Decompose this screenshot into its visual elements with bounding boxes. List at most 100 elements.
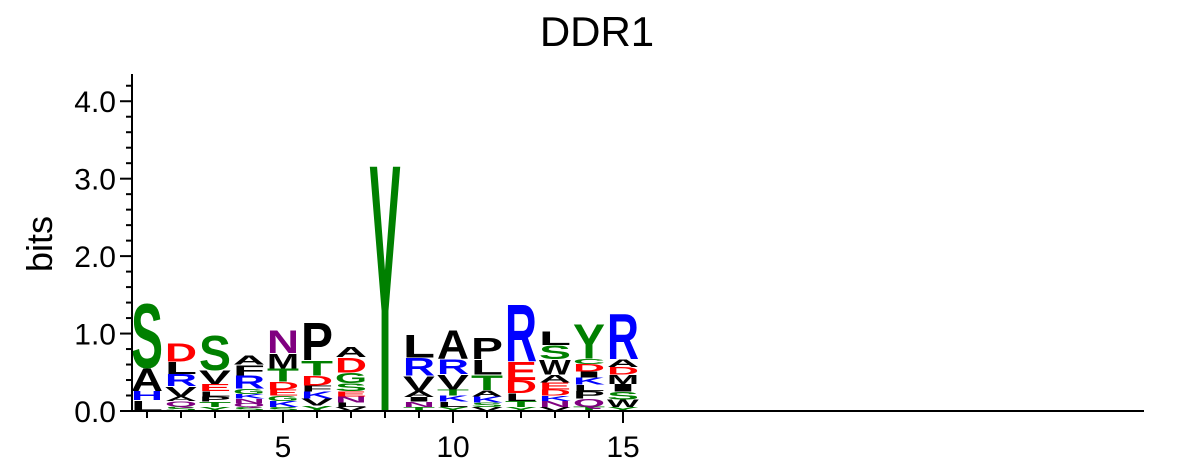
logo-letter-D: D: [267, 380, 299, 392]
logo-letter-D: D: [505, 377, 537, 397]
logo-letter-F: F: [233, 362, 265, 379]
logo-letter-A: A: [539, 373, 571, 385]
logo-letter-V: V: [403, 371, 435, 395]
logo-letter-Y: Y: [505, 406, 537, 412]
logo-letter-T: T: [573, 405, 605, 412]
logo-letter-V: V: [539, 406, 571, 412]
x-tick-label: 15: [606, 431, 639, 464]
x-tick-label: 5: [275, 431, 292, 464]
logo-letter-T: T: [199, 400, 231, 408]
logo-letter-K: K: [573, 376, 605, 387]
logo-letter-N: N: [403, 400, 435, 409]
logo-letter-P: P: [471, 333, 503, 366]
logo-letter-A: A: [131, 363, 163, 399]
logo-letter-Y: Y: [607, 406, 639, 412]
logo-letter-S: S: [199, 326, 231, 381]
chart-title: DDR1: [540, 8, 654, 55]
logo-letter-V: V: [301, 397, 333, 408]
logo-letter-A: A: [607, 357, 639, 369]
logo-letter-L: L: [437, 400, 469, 408]
y-tick-label: 1.0: [74, 319, 116, 352]
logo-letter-M: M: [267, 349, 299, 373]
logo-letter-R: R: [505, 287, 537, 379]
logo-letter-P: P: [301, 311, 333, 371]
logo-letter-I: I: [573, 370, 605, 380]
logo-letter-M: M: [607, 373, 639, 387]
logo-letter-D: D: [607, 365, 639, 377]
logo-letter-K: K: [233, 393, 265, 400]
logo-letter-D: D: [573, 362, 605, 374]
logo-letter-S: S: [131, 286, 163, 387]
logo-letter-W: W: [539, 355, 571, 379]
logo-letter-L: L: [471, 356, 503, 380]
logo-letter-R: R: [403, 353, 435, 381]
logo-letter-N: N: [267, 325, 299, 361]
logo-letter-S: S: [471, 401, 503, 408]
logo-letter-T: T: [403, 406, 435, 412]
logo-letter-A: A: [437, 322, 469, 368]
logo-letter-D: D: [301, 373, 333, 389]
logo-letter-S: S: [267, 406, 299, 412]
logo-letter-L: L: [539, 328, 571, 350]
logo-letter-A: A: [335, 344, 367, 361]
logo-letter-Q: Q: [573, 397, 605, 409]
logo-letter-Q: Q: [233, 402, 265, 408]
logo-letter-N: N: [233, 397, 265, 404]
logo-letter-D: D: [539, 388, 571, 398]
logo-letter-T: T: [505, 399, 537, 409]
logo-letter-P: P: [199, 395, 231, 403]
axes: 0.0 1.0 2.0 3.0 4.0 5 10 15: [74, 74, 1144, 464]
logo-letter-A: A: [403, 389, 435, 399]
logo-letter-S: S: [607, 390, 639, 402]
logo-letter-K: K: [437, 394, 469, 404]
logo-letter-G: G: [233, 387, 265, 395]
logo-letter-R: R: [165, 371, 197, 390]
logo-letter-Y: Y: [573, 315, 605, 370]
logo-letter-E: E: [199, 382, 231, 393]
logo-letter-L: L: [505, 392, 537, 404]
logo-letter-K: K: [539, 394, 571, 403]
logo-letter-L: L: [403, 329, 435, 365]
logo-letter-W: W: [607, 398, 639, 410]
logo-letter-D: D: [335, 353, 367, 377]
logo-letters: LHASSQAVRLDYTPLEVSSQNKGRFASKGEDTMNYVKFDT…: [131, 90, 639, 471]
logo-letter-L: L: [165, 359, 197, 378]
logo-letter-S: S: [335, 382, 367, 394]
logo-letter-A: A: [165, 395, 197, 402]
logo-letter-E: E: [267, 388, 299, 397]
logo-letter-Y: Y: [301, 404, 333, 412]
logo-letter-D: D: [165, 338, 197, 367]
logo-letter-I: I: [403, 396, 435, 403]
logo-letter-G: G: [335, 370, 367, 387]
x-tick-label: 10: [436, 431, 469, 464]
logo-letter-K: K: [301, 390, 333, 401]
logo-letter-S: S: [233, 406, 265, 412]
logo-letter-A: A: [471, 388, 503, 398]
logo-letter-S: S: [165, 405, 197, 412]
logo-letter-L: L: [573, 383, 605, 393]
logo-letter-R: R: [437, 355, 469, 379]
logo-letter-E: E: [539, 381, 571, 392]
logo-letter-R: R: [607, 301, 639, 373]
y-tick-label: 3.0: [74, 164, 116, 197]
logo-letter-Y: Y: [199, 406, 231, 412]
logo-letter-T: T: [437, 388, 469, 398]
y-axis-label: bits: [19, 216, 60, 272]
logo-letter-Q: Q: [165, 400, 197, 408]
logo-letter-Y: Y: [437, 406, 469, 412]
logo-letter-N: N: [539, 399, 571, 409]
y-tick-label: 0.0: [74, 396, 116, 429]
logo-letter-N: N: [335, 395, 367, 405]
y-tick-label: 4.0: [74, 86, 116, 119]
logo-letter-L: L: [199, 389, 231, 397]
logo-letter-V: V: [335, 406, 367, 412]
y-tick-label: 2.0: [74, 241, 116, 274]
logo-letter-T: T: [267, 365, 299, 386]
logo-letter-H: H: [131, 388, 163, 403]
logo-letter-E: E: [505, 357, 537, 386]
logo-letter-S: S: [539, 342, 571, 364]
logo-letter-K: K: [267, 399, 299, 409]
logo-letter-P: P: [573, 389, 605, 401]
logo-letter-V: V: [437, 370, 469, 394]
